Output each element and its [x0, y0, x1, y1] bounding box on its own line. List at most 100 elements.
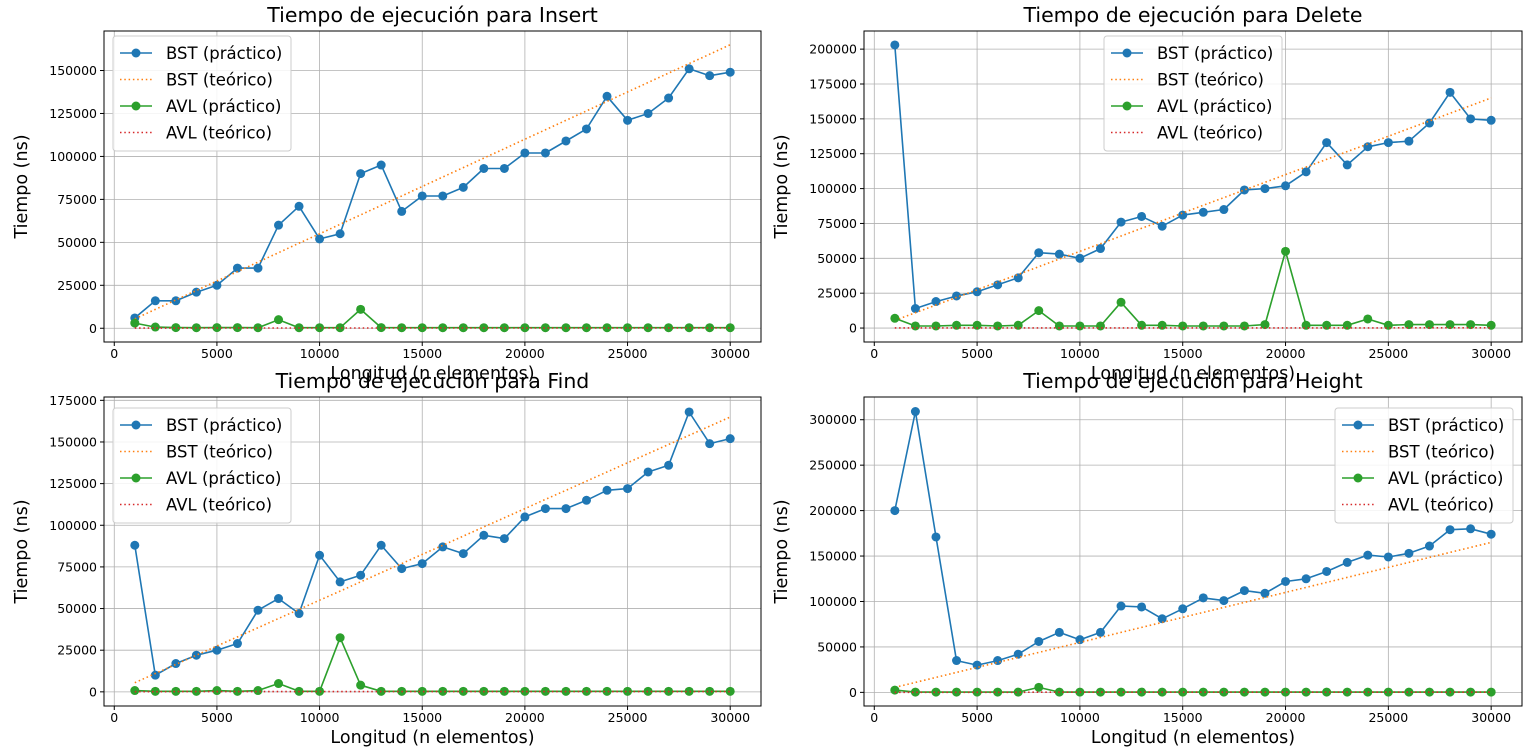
chart-panel-2: 0 5000 10000 15000 20000 25000 30000 0 25000 5000… [772, 3, 1523, 384]
y-tick-label: 25000 [817, 286, 857, 301]
data-point [540, 148, 550, 158]
data-point [150, 670, 160, 680]
data-point [1034, 248, 1044, 258]
x-axis-label: Longitud (n elementos) [330, 364, 534, 384]
data-point [890, 685, 900, 695]
data-point [499, 686, 509, 696]
data-point [1034, 682, 1044, 692]
data-point [335, 633, 345, 643]
data-point [294, 609, 304, 619]
chart-title: Tiempo de ejecución para Height [1022, 369, 1362, 393]
data-point [438, 191, 448, 201]
x-tick-label: 20000 [1266, 710, 1306, 725]
data-point [581, 124, 591, 134]
data-point [438, 686, 448, 696]
data-point [1383, 687, 1393, 697]
legend-marker [131, 101, 141, 111]
legend-label: BST (teórico) [1157, 71, 1264, 90]
data-point [705, 686, 715, 696]
x-axis-label: Longitud (n elementos) [1091, 364, 1295, 384]
data-point [376, 540, 386, 550]
data-point [1157, 614, 1167, 624]
data-point [253, 263, 263, 273]
data-point [1322, 687, 1332, 697]
x-tick-label: 15000 [1163, 346, 1203, 361]
data-point [417, 559, 427, 569]
data-point [910, 321, 920, 331]
data-point [1198, 321, 1208, 331]
x-tick-label: 25000 [1368, 346, 1408, 361]
data-point [1013, 273, 1023, 283]
data-point [458, 182, 468, 192]
data-point [1466, 524, 1476, 534]
data-point [664, 93, 674, 103]
legend-marker [1353, 420, 1363, 430]
x-tick-label: 5000 [961, 710, 993, 725]
data-point [602, 485, 612, 495]
data-point [623, 686, 633, 696]
x-tick-label: 30000 [1471, 710, 1511, 725]
y-tick-label: 75000 [57, 192, 97, 207]
legend-box [1334, 407, 1514, 524]
data-point [499, 163, 509, 173]
data-point [1486, 687, 1496, 697]
data-point [643, 323, 653, 333]
data-point [1219, 687, 1229, 697]
legend-marker [1122, 48, 1132, 58]
x-tick-label: 0 [110, 346, 118, 361]
y-tick-label: 25000 [57, 278, 97, 293]
data-point [191, 650, 201, 660]
data-point [972, 287, 982, 297]
data-point [335, 229, 345, 239]
data-point [1219, 205, 1229, 215]
data-point [1116, 297, 1126, 307]
x-tick-label: 10000 [1060, 346, 1100, 361]
data-point [1095, 687, 1105, 697]
data-point [274, 594, 284, 604]
data-point [1301, 687, 1311, 697]
data-point [972, 660, 982, 670]
y-tick-label: 50000 [57, 601, 97, 616]
data-point [1137, 211, 1147, 221]
data-point [1116, 217, 1126, 227]
data-point [910, 407, 920, 417]
data-point [171, 323, 181, 333]
y-tick-label: 150000 [809, 111, 857, 126]
legend: BST (práctico) BST (teórico) AVL (práctico… [1334, 407, 1514, 524]
data-point [1466, 687, 1476, 697]
data-point [1198, 687, 1208, 697]
data-point [130, 540, 140, 550]
data-point [1445, 525, 1455, 535]
y-tick-label: 50000 [817, 251, 857, 266]
data-point [623, 323, 633, 333]
data-point [890, 40, 900, 50]
data-point [910, 304, 920, 314]
data-point [1095, 627, 1105, 637]
data-point [130, 686, 140, 696]
data-point [684, 323, 694, 333]
data-point [191, 287, 201, 297]
legend-label: BST (teórico) [166, 71, 273, 90]
data-point [1034, 306, 1044, 316]
data-point [643, 467, 653, 477]
data-point [171, 659, 181, 669]
data-point [1034, 636, 1044, 646]
legend: BST (práctico) BST (teórico) AVL (práctico… [1103, 35, 1283, 152]
data-point [1281, 246, 1291, 256]
y-tick-label: 100000 [49, 518, 97, 533]
plot-frame [103, 396, 762, 707]
legend-marker [1122, 101, 1132, 111]
data-point [397, 564, 407, 574]
chart-panel-4: 0 5000 10000 15000 20000 25000 300000500001000… [772, 369, 1523, 748]
data-point [1486, 529, 1496, 539]
data-point [602, 323, 612, 333]
data-point [212, 280, 222, 290]
data-point [1404, 548, 1414, 558]
legend: BST (práctico) BST (teórico) AVL (práctico… [112, 407, 292, 524]
y-axis-label: Tiempo (ns) [12, 499, 32, 604]
data-point [931, 687, 941, 697]
data-point [1301, 320, 1311, 330]
data-point [561, 136, 571, 146]
data-point [417, 323, 427, 333]
x-tick-label: 20000 [505, 710, 545, 725]
